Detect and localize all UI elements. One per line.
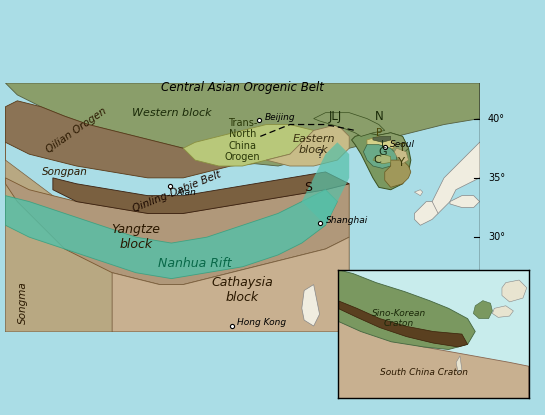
Text: Yangtze
block: Yangtze block <box>111 223 160 251</box>
Text: Shanghai: Shanghai <box>325 216 368 225</box>
Text: T: T <box>399 143 406 153</box>
Text: Nanhua Rift: Nanhua Rift <box>158 257 232 270</box>
Text: S: S <box>304 181 312 194</box>
Polygon shape <box>302 142 349 225</box>
Polygon shape <box>267 124 349 166</box>
Text: Xian: Xian <box>176 188 196 197</box>
Polygon shape <box>414 202 438 225</box>
Polygon shape <box>364 145 397 168</box>
Text: Central Asian Orogenic Belt: Central Asian Orogenic Belt <box>161 81 324 94</box>
Polygon shape <box>183 124 314 166</box>
Text: ?: ? <box>316 148 323 161</box>
Polygon shape <box>5 178 349 285</box>
Text: Seoul: Seoul <box>390 140 415 149</box>
Text: 35°: 35° <box>488 173 505 183</box>
Text: Eastern
block: Eastern block <box>293 134 335 156</box>
Text: Western block: Western block <box>131 107 211 118</box>
Polygon shape <box>373 154 391 164</box>
Polygon shape <box>338 300 468 347</box>
Polygon shape <box>367 137 397 152</box>
Polygon shape <box>112 237 349 332</box>
Polygon shape <box>5 190 337 278</box>
Polygon shape <box>314 112 385 137</box>
Text: Qilian Orogen: Qilian Orogen <box>45 106 108 155</box>
Text: Trans-
North
China
Orogen: Trans- North China Orogen <box>225 117 261 162</box>
Polygon shape <box>338 270 475 349</box>
Text: Songma: Songma <box>18 281 28 324</box>
Polygon shape <box>456 356 462 373</box>
Text: Qinling-Dabie Belt: Qinling-Dabie Belt <box>132 170 223 215</box>
Text: I: I <box>381 140 384 150</box>
Text: South China Craton: South China Craton <box>380 368 468 377</box>
Polygon shape <box>493 306 513 317</box>
Polygon shape <box>426 137 545 220</box>
Polygon shape <box>53 172 349 213</box>
Text: Hong Kong: Hong Kong <box>237 318 286 327</box>
Polygon shape <box>302 285 319 326</box>
Text: Y: Y <box>397 156 404 169</box>
Polygon shape <box>5 83 480 166</box>
Polygon shape <box>414 190 423 195</box>
Text: 40°: 40° <box>488 114 505 124</box>
Polygon shape <box>379 133 409 154</box>
Polygon shape <box>394 148 409 164</box>
Polygon shape <box>502 280 526 302</box>
Text: JLJ: JLJ <box>328 110 342 123</box>
Text: Beijing: Beijing <box>265 113 296 122</box>
Polygon shape <box>5 101 255 178</box>
Text: 30°: 30° <box>488 232 505 242</box>
Polygon shape <box>352 133 411 190</box>
Polygon shape <box>5 142 243 332</box>
Text: Sino-Korean
Craton: Sino-Korean Craton <box>372 309 426 328</box>
Text: 25°: 25° <box>488 291 505 301</box>
Text: Cathaysia
block: Cathaysia block <box>211 276 274 305</box>
Polygon shape <box>338 315 529 398</box>
Polygon shape <box>473 300 493 319</box>
Text: G: G <box>378 147 387 157</box>
Polygon shape <box>373 137 391 142</box>
Text: Songpan: Songpan <box>42 167 88 177</box>
Polygon shape <box>385 160 411 187</box>
Text: P: P <box>376 128 382 138</box>
Text: N: N <box>374 110 383 123</box>
Text: C: C <box>374 155 381 165</box>
Polygon shape <box>450 195 480 208</box>
